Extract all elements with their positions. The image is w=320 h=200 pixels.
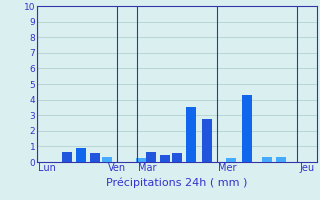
- Bar: [146, 152, 156, 162]
- Bar: [202, 119, 212, 162]
- Bar: [136, 158, 146, 162]
- Bar: [102, 157, 112, 162]
- Bar: [226, 158, 236, 162]
- Bar: [172, 153, 182, 162]
- Bar: [242, 95, 252, 162]
- Bar: [90, 153, 100, 162]
- Bar: [62, 152, 72, 162]
- Bar: [186, 107, 196, 162]
- X-axis label: Précipitations 24h ( mm ): Précipitations 24h ( mm ): [106, 178, 247, 188]
- Bar: [160, 155, 170, 162]
- Bar: [276, 157, 286, 162]
- Bar: [262, 157, 272, 162]
- Bar: [76, 148, 86, 162]
